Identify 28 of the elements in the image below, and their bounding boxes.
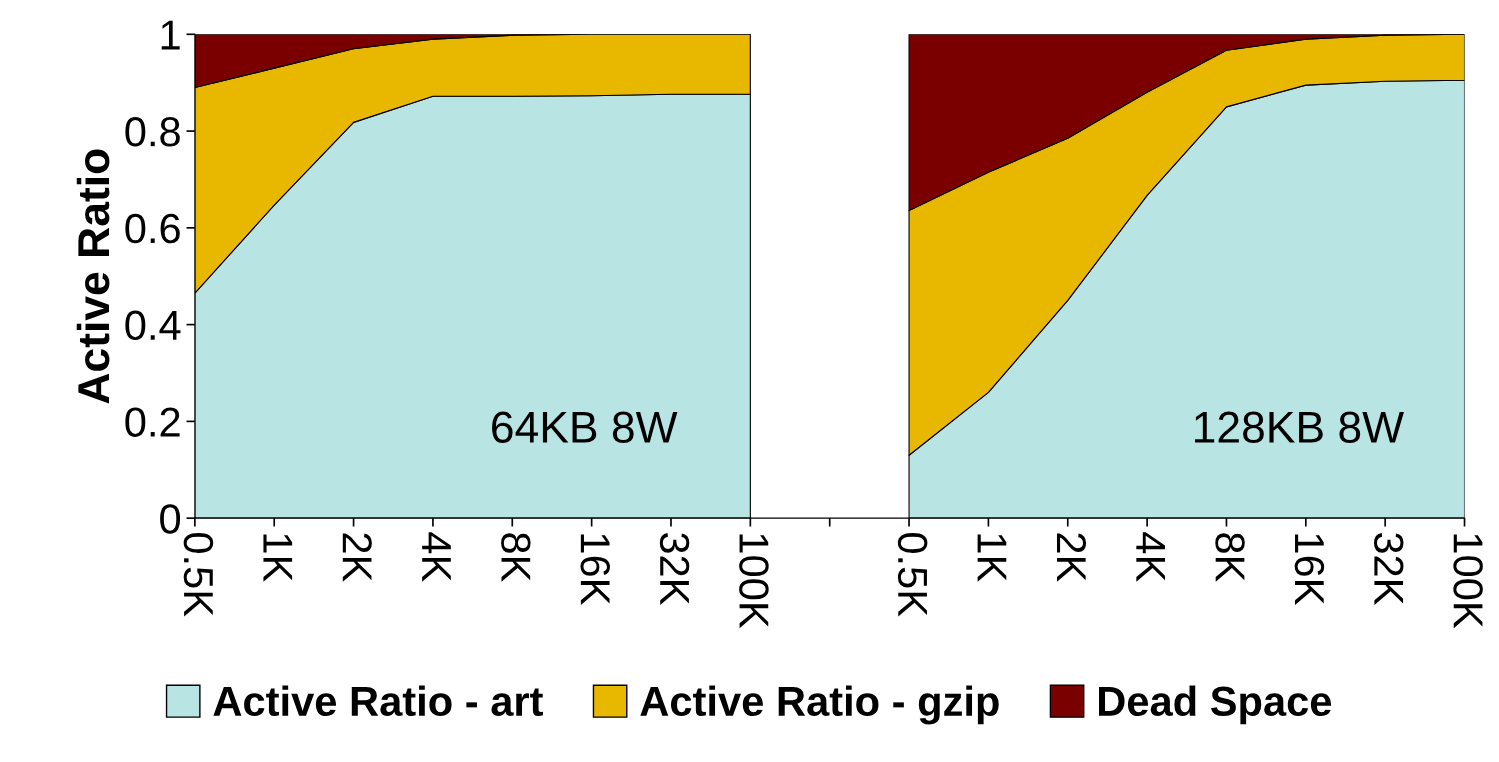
y-tick-label: 0.2 <box>125 407 180 437</box>
x-tick-label: 2K <box>1056 533 1087 582</box>
legend-label: Dead Space <box>1099 685 1332 725</box>
x-tick-label: 2K <box>342 533 372 582</box>
x-tick-label: 16K <box>580 534 610 606</box>
x-tick-label: 4K <box>422 532 451 582</box>
x-tick-label: 32K <box>1373 532 1404 606</box>
x-tick-label: 16K <box>1294 534 1325 606</box>
y-tick-label: 0.6 <box>125 213 180 244</box>
x-tick-label: 1K <box>977 534 1007 582</box>
y-tick-label: 0.8 <box>125 117 180 147</box>
y-axis-title: Active Ratio <box>76 149 110 404</box>
x-tick-label: 0.5K <box>897 532 928 617</box>
y-tick-label: 0.4 <box>125 310 181 341</box>
x-tick-label: 32K <box>659 532 690 606</box>
legend-label: Active Ratio - art <box>213 685 543 717</box>
x-tick-label: 8K <box>501 533 531 582</box>
x-tick-label: 1K <box>263 534 293 582</box>
x-tick-label: 100K <box>739 534 769 629</box>
x-tick-label: 4K <box>1136 532 1165 582</box>
y-tick-label: 1 <box>161 20 180 50</box>
annotation: 64KB 8W <box>492 411 678 443</box>
legend-label: Active Ratio - gzip <box>640 685 999 725</box>
x-tick-label: 8K <box>1215 533 1245 582</box>
y-tick-label: 0 <box>160 504 181 534</box>
annotation: 128KB 8W <box>1195 411 1404 443</box>
x-tick-label: 0.5K <box>183 532 214 617</box>
x-tick-label: 100K <box>1453 534 1483 629</box>
